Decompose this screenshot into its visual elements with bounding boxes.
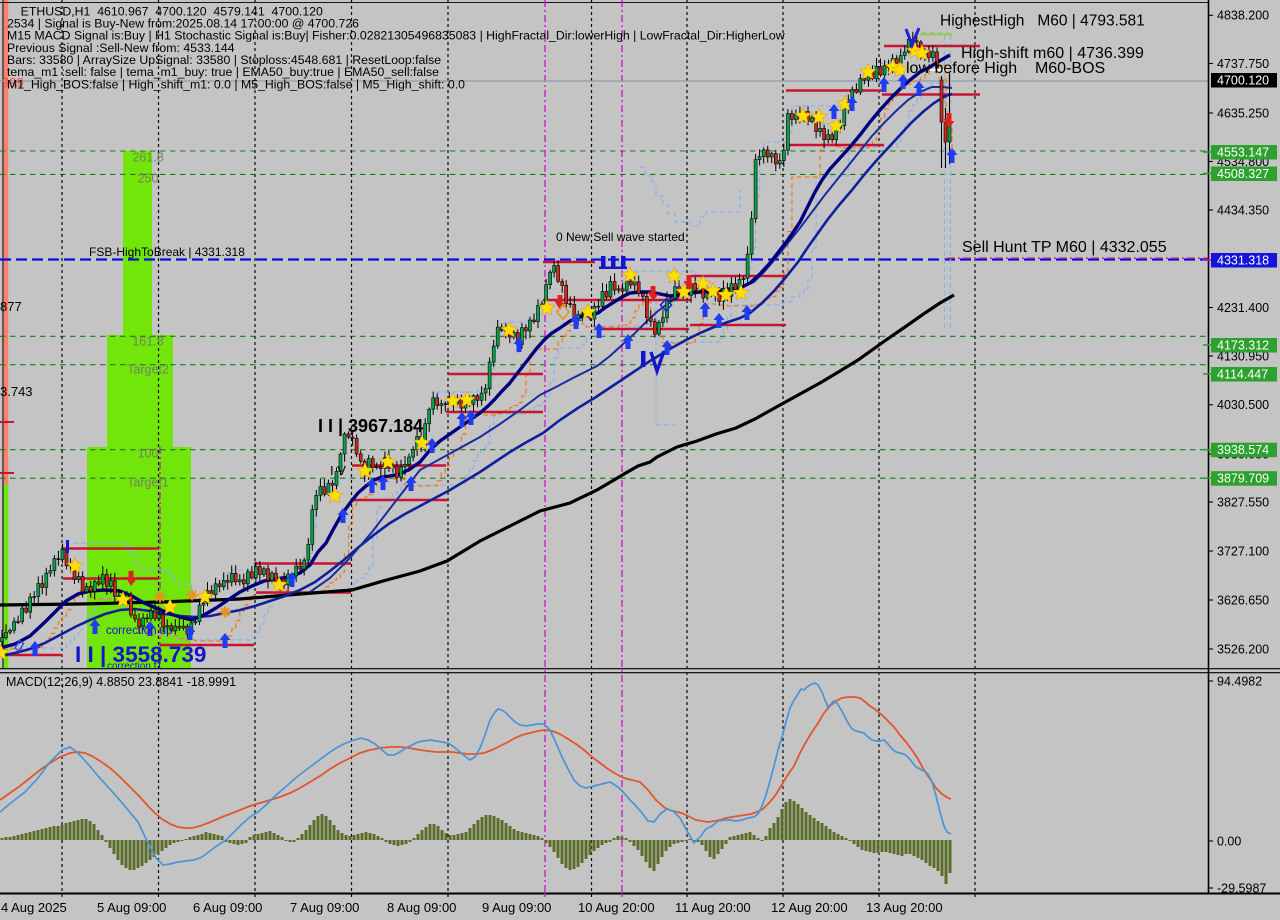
svg-text:7 Aug 09:00: 7 Aug 09:00 — [290, 900, 359, 915]
svg-text:3827.550: 3827.550 — [1217, 495, 1269, 509]
svg-text:Target2: Target2 — [127, 363, 169, 377]
svg-text:4 Aug 2025: 4 Aug 2025 — [1, 900, 67, 915]
svg-text:I I | 3967.184: I I | 3967.184 — [318, 416, 423, 436]
svg-text:8 Aug 09:00: 8 Aug 09:00 — [387, 900, 456, 915]
svg-text:correction f1: correction f1 — [107, 661, 162, 672]
svg-text:6 Aug 09:00: 6 Aug 09:00 — [193, 900, 262, 915]
svg-text:4130.950: 4130.950 — [1217, 349, 1269, 363]
svg-text:4173.312: 4173.312 — [1217, 339, 1269, 353]
svg-text:Bars: 33580 | ArraySize UpSign: Bars: 33580 | ArraySize UpSignal: 33580 … — [7, 53, 441, 67]
svg-text:3879.709: 3879.709 — [1217, 472, 1269, 486]
svg-text:3526.200: 3526.200 — [1217, 642, 1269, 656]
svg-text:4635.250: 4635.250 — [1217, 106, 1269, 120]
svg-text:4838.200: 4838.200 — [1217, 9, 1269, 23]
svg-text:4737.750: 4737.750 — [1217, 57, 1269, 71]
svg-text:250: 250 — [138, 172, 159, 186]
svg-text:12 Aug 20:00: 12 Aug 20:00 — [771, 900, 848, 915]
svg-text:94.4982: 94.4982 — [1217, 674, 1262, 688]
svg-text:Sell Hunt TP M60 | 4332.055: Sell Hunt TP M60 | 4332.055 — [962, 239, 1167, 256]
svg-text:4231.400: 4231.400 — [1217, 301, 1269, 315]
svg-text:999: 999 — [2, 75, 24, 90]
svg-text:0 New Sell wave started: 0 New Sell wave started — [556, 230, 685, 244]
svg-text:correction up: correction up — [106, 625, 172, 637]
svg-text:13 Aug 20:00: 13 Aug 20:00 — [866, 900, 943, 915]
svg-text:ETHUSD,H1 4610.967 4700.120: ETHUSD,H1 4610.967 4700.120 4579.141 470… — [7, 4, 323, 18]
svg-text:161.8: 161.8 — [132, 335, 163, 349]
svg-text:261.8: 261.8 — [132, 151, 163, 165]
svg-text:4553.147: 4553.147 — [1217, 146, 1269, 160]
svg-text:3938.574: 3938.574 — [1217, 443, 1269, 457]
svg-text:Previous Signal :Sell-New from: Previous Signal :Sell-New from: 4533.144 — [7, 41, 235, 55]
svg-text:0.00: 0.00 — [1217, 834, 1241, 848]
svg-text:HighestHigh M60 | 4793.581: HighestHigh M60 | 4793.581 — [940, 13, 1145, 30]
svg-text:5 Aug 09:00: 5 Aug 09:00 — [97, 900, 166, 915]
svg-text:4030.500: 4030.500 — [1217, 398, 1269, 412]
svg-text:High-shift m60 | 4736.399: High-shift m60 | 4736.399 — [961, 45, 1144, 62]
svg-text:MACD(12,26,9) 4.8850 23.8841 -: MACD(12,26,9) 4.8850 23.8841 -18.9991 — [6, 675, 236, 689]
svg-text:I V: I V — [330, 463, 346, 478]
svg-text:4434.350: 4434.350 — [1217, 203, 1269, 217]
svg-text:-29.5987: -29.5987 — [1217, 881, 1266, 895]
svg-text:M1_High_BOS:false | High_shift: M1_High_BOS:false | High_shift_m1: 0.0 |… — [7, 77, 465, 91]
svg-text:9 Aug 09:00: 9 Aug 09:00 — [482, 900, 551, 915]
svg-text:4114.447: 4114.447 — [1217, 368, 1268, 382]
svg-text:11 Aug 20:00: 11 Aug 20:00 — [675, 900, 751, 915]
svg-text:3727.100: 3727.100 — [1217, 544, 1269, 558]
svg-text:low before High M60-BOS: low before High M60-BOS — [906, 60, 1105, 77]
svg-text:3.743: 3.743 — [0, 384, 33, 399]
svg-text:FSB-HighToBreak | 4331.318: FSB-HighToBreak | 4331.318 — [89, 245, 245, 259]
svg-text:4508.327: 4508.327 — [1217, 167, 1269, 181]
svg-text:100: 100 — [138, 447, 159, 461]
svg-text:I I | 3558.739: I I | 3558.739 — [75, 642, 206, 667]
svg-text:4700.120: 4700.120 — [1217, 74, 1269, 88]
svg-text:Target1: Target1 — [127, 476, 169, 490]
svg-text:4331.318: 4331.318 — [1217, 254, 1269, 268]
svg-text:M15 MACD Signal is:Buy | H1 St: M15 MACD Signal is:Buy | H1 Stochastic S… — [7, 29, 785, 43]
svg-text:877: 877 — [0, 299, 22, 314]
svg-text:2534 | Signal is Buy-New from:: 2534 | Signal is Buy-New from:2025.08.14… — [7, 17, 359, 31]
svg-text:3626.650: 3626.650 — [1217, 593, 1269, 607]
svg-text:10 Aug 20:00: 10 Aug 20:00 — [578, 900, 655, 915]
svg-text:tema_m1 :sell: false | tema_m1: tema_m1 :sell: false | tema_m1_buy: true… — [7, 65, 439, 79]
